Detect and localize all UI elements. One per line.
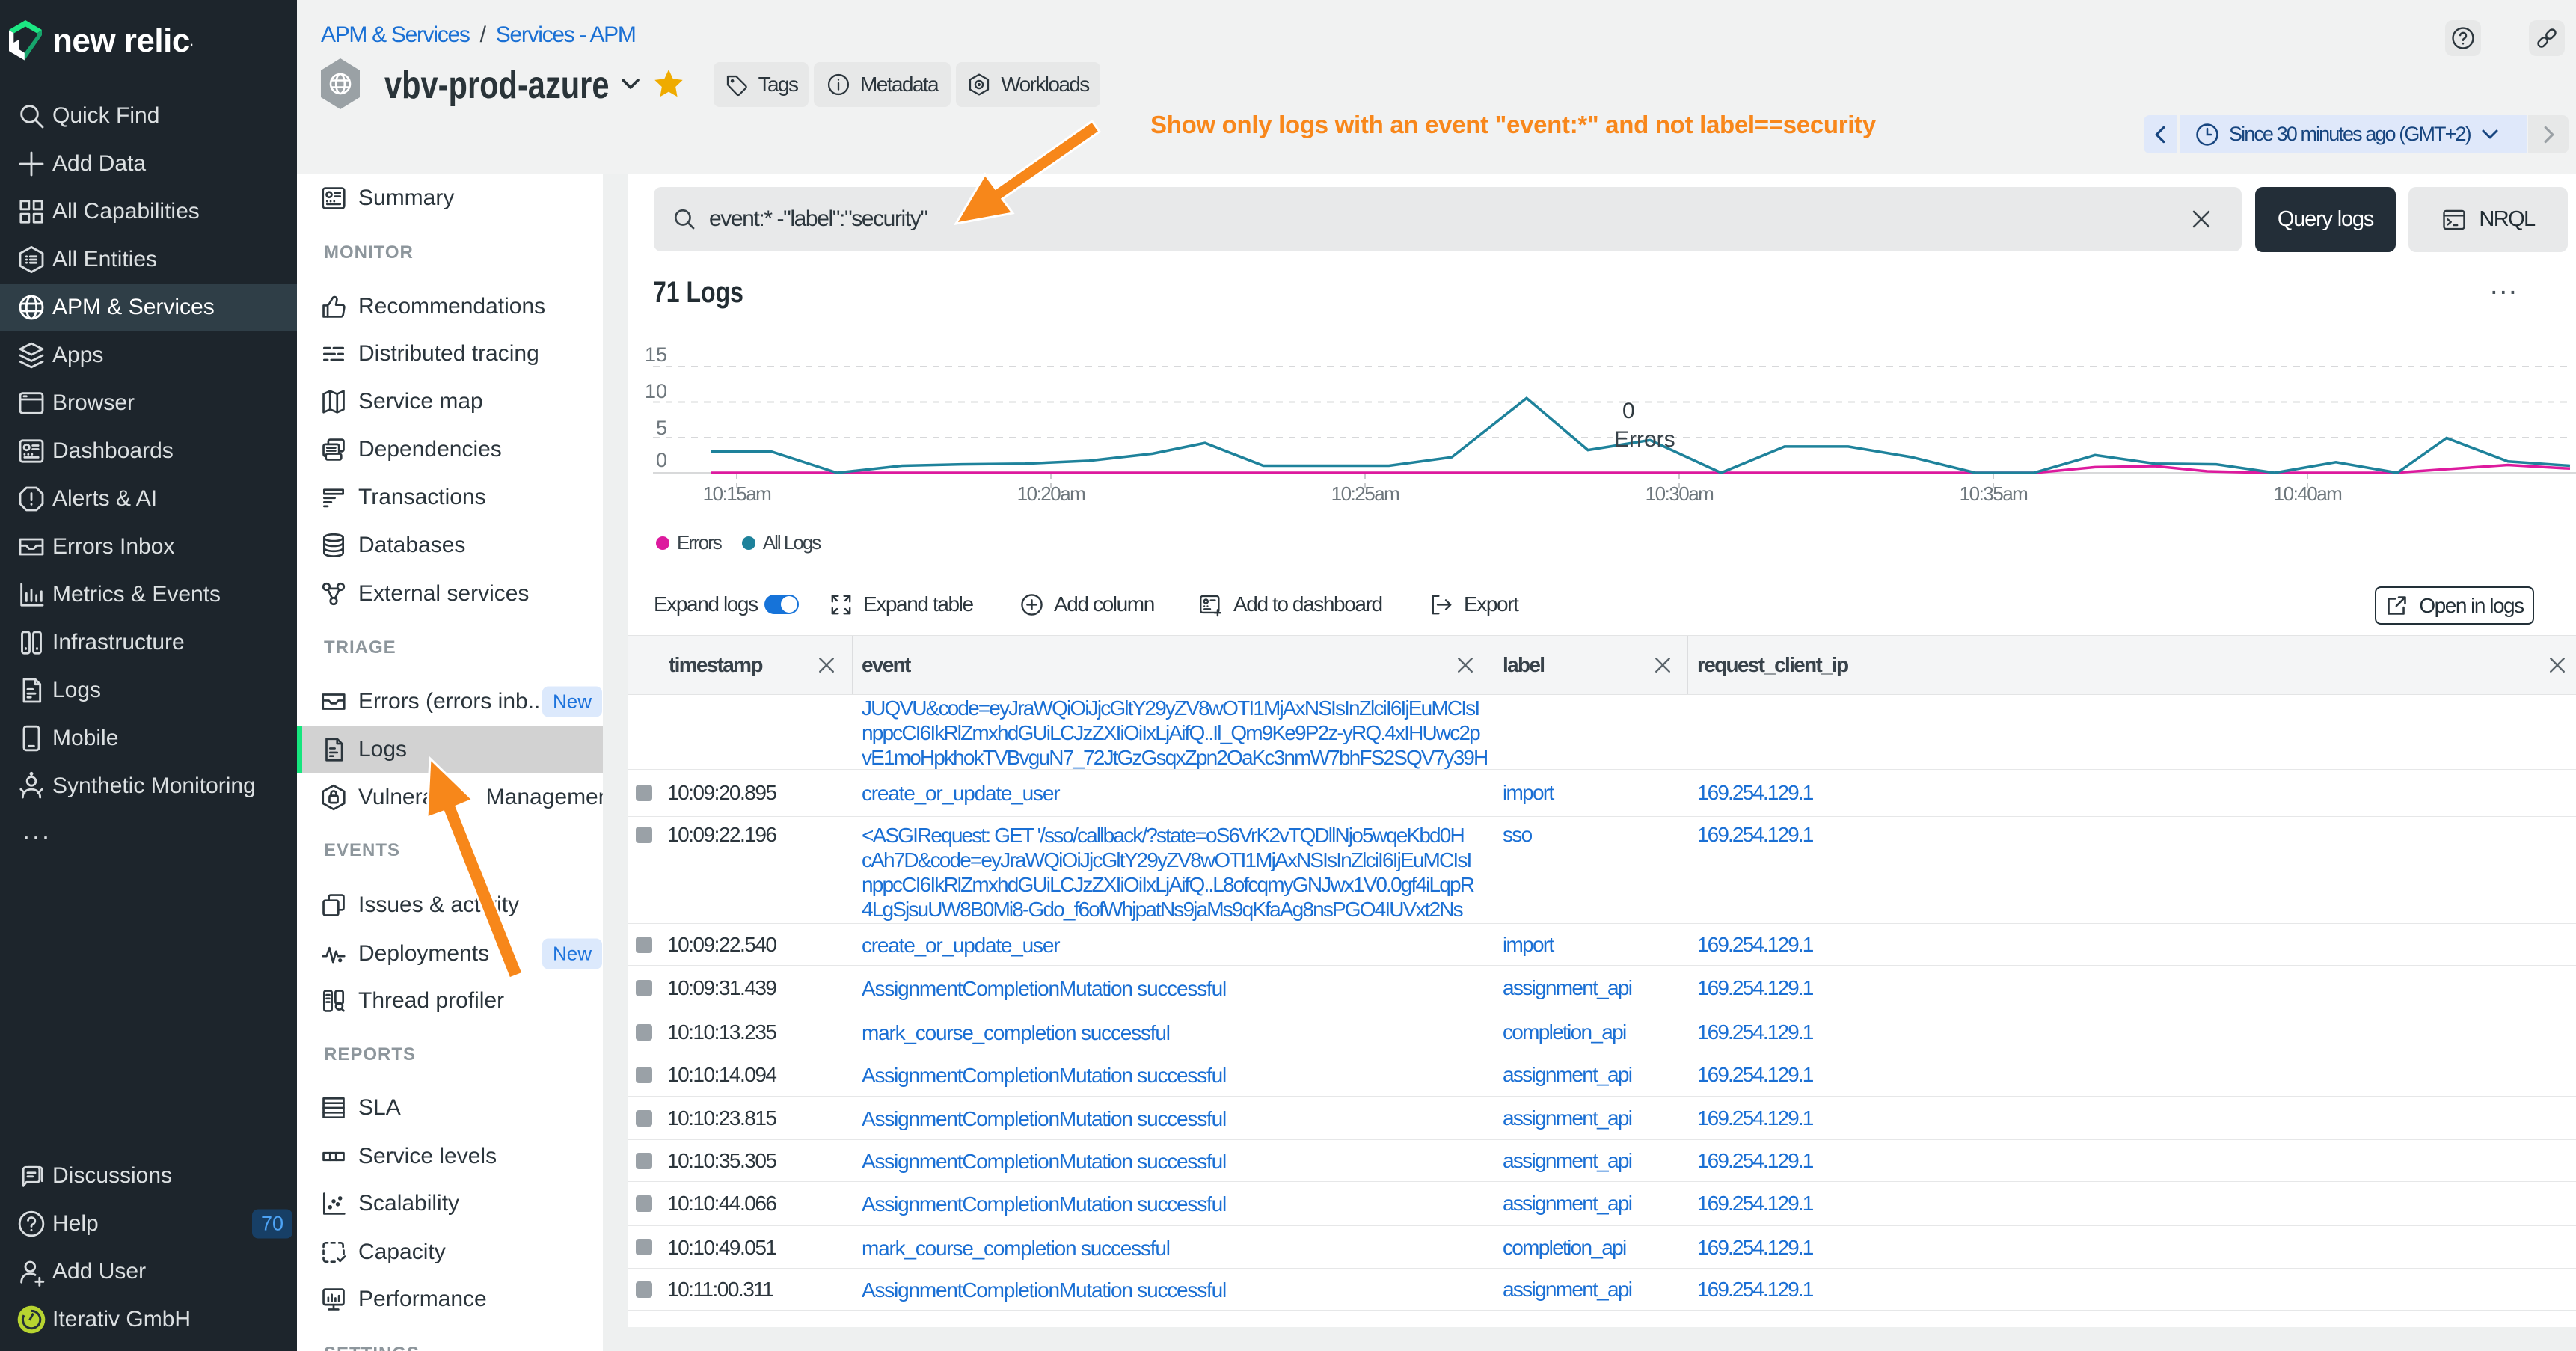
svg-text:10:30am: 10:30am [1646,482,1714,505]
svg-text:10:35am: 10:35am [1960,482,2028,505]
svg-text:Errors: Errors [1614,427,1675,452]
svg-text:10:25am: 10:25am [1331,482,1399,505]
svg-text:0: 0 [1622,399,1635,423]
svg-text:10: 10 [645,380,667,402]
svg-text:10:20am: 10:20am [1017,482,1085,505]
svg-text:10:15am: 10:15am [703,482,771,505]
svg-text:5: 5 [656,417,667,439]
svg-text:10:40am: 10:40am [2274,482,2342,505]
svg-text:0: 0 [656,449,667,471]
svg-text:15: 15 [645,344,667,366]
